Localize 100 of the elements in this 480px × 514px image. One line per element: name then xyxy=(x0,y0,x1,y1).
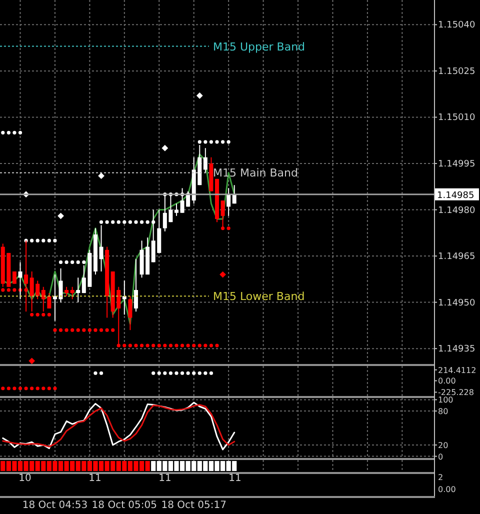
text: 11 xyxy=(88,473,102,484)
y-tick-label: 1.15025 xyxy=(438,66,476,77)
y-tick-label: 0 xyxy=(438,452,444,462)
candlestick xyxy=(64,286,69,297)
point xyxy=(64,260,68,264)
point xyxy=(111,220,115,224)
y-tick-label: 1.14950 xyxy=(438,298,476,308)
point xyxy=(226,226,230,230)
point xyxy=(140,220,144,224)
ref-line-label: M15 Upper Band xyxy=(213,40,306,54)
x-tick-label: 18 Oct 05:17 xyxy=(161,500,226,511)
point xyxy=(42,312,46,316)
point xyxy=(1,288,5,292)
x-tick-label: 18 Oct 05:05 xyxy=(92,500,158,511)
point xyxy=(105,328,109,332)
point xyxy=(122,220,126,224)
point xyxy=(28,358,36,364)
y-tick-label: 1.14965 xyxy=(438,252,476,262)
point xyxy=(196,92,203,99)
point xyxy=(76,328,80,332)
point xyxy=(168,344,173,348)
candlestick xyxy=(122,280,126,316)
y-tick-label: 1.15010 xyxy=(438,113,476,124)
text: 11 xyxy=(228,473,242,484)
point xyxy=(58,212,64,220)
point xyxy=(98,172,104,180)
point xyxy=(6,130,10,134)
point xyxy=(12,288,16,292)
point xyxy=(140,344,144,348)
point xyxy=(157,344,161,348)
y-tick-label: 1.14935 xyxy=(438,344,476,355)
point xyxy=(82,260,86,264)
y-tick-label: -225.228 xyxy=(438,388,474,398)
candlestick xyxy=(70,286,74,300)
candlestick xyxy=(52,274,57,322)
point xyxy=(209,344,214,348)
ref-line-label: 1.14985 xyxy=(437,190,474,201)
point xyxy=(174,344,178,348)
point xyxy=(209,140,214,144)
point xyxy=(82,328,86,332)
point xyxy=(134,220,138,224)
y-tick-label: 1.14995 xyxy=(438,159,476,170)
point xyxy=(128,220,132,224)
point xyxy=(99,328,104,332)
point xyxy=(215,140,219,144)
point xyxy=(204,140,208,144)
point xyxy=(220,226,225,230)
candlestick xyxy=(203,148,208,174)
text: 11 xyxy=(158,473,172,484)
point xyxy=(105,220,109,224)
point xyxy=(36,238,40,242)
point xyxy=(99,220,104,224)
point xyxy=(116,220,120,224)
candlestick xyxy=(232,184,236,204)
y-tick-label: 80 xyxy=(438,407,448,416)
point xyxy=(88,328,92,332)
candlestick xyxy=(134,258,138,312)
point xyxy=(152,344,156,348)
point xyxy=(186,344,190,348)
point xyxy=(6,288,10,292)
line-series xyxy=(2,153,236,325)
point xyxy=(128,344,132,348)
point xyxy=(47,238,51,242)
text: 10 xyxy=(18,473,32,484)
candlestick xyxy=(220,200,225,229)
point xyxy=(18,130,22,134)
candlestick xyxy=(76,277,80,303)
candlestick xyxy=(128,296,132,331)
candlestick xyxy=(99,224,104,272)
candlestick xyxy=(12,270,16,284)
y-tick-label: 20 xyxy=(438,440,448,450)
point xyxy=(47,312,51,316)
y-tick-label: 1.14980 xyxy=(438,206,476,216)
point xyxy=(76,260,80,264)
point xyxy=(58,328,63,332)
point xyxy=(146,344,150,348)
y-tick-label: 100 xyxy=(438,396,454,405)
point xyxy=(70,328,74,332)
point xyxy=(58,260,63,264)
point xyxy=(198,140,202,144)
point xyxy=(36,312,40,316)
point xyxy=(192,344,196,348)
point xyxy=(198,344,202,348)
y-tick-label: 1.15040 xyxy=(438,20,476,31)
point xyxy=(146,220,150,224)
point xyxy=(163,344,167,348)
y-tick-label: 214.4112 xyxy=(438,366,476,375)
point xyxy=(134,344,138,348)
point xyxy=(53,328,57,332)
point xyxy=(180,344,184,348)
y-tick-label: 0.00 xyxy=(438,376,456,386)
point xyxy=(122,344,126,348)
point xyxy=(1,130,5,134)
ref-line-label: M15 Lower Band xyxy=(213,290,305,304)
point xyxy=(226,140,230,144)
point xyxy=(220,271,226,278)
point xyxy=(30,312,34,316)
point xyxy=(220,140,225,144)
point xyxy=(64,328,68,332)
point xyxy=(30,238,34,242)
